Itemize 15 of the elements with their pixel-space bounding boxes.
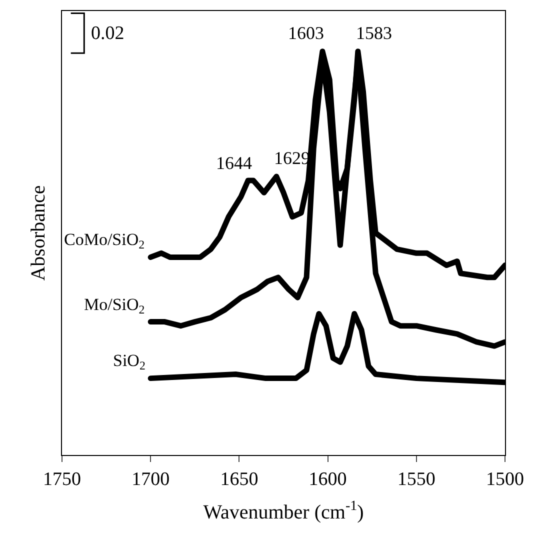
series-label: Mo/SiO$_{2}$	[84, 295, 145, 317]
series-label: CoMo/SiO$_{2}$	[64, 230, 145, 252]
x-tick-label: 1750	[43, 468, 81, 490]
x-tick-label: 1500	[486, 468, 524, 490]
x-axis-title: Wavenumber (cm$^{-1}$)	[203, 498, 364, 524]
annotation: 1583	[356, 23, 392, 43]
x-tick-label: 1550	[397, 468, 436, 490]
x-tick-label: 1700	[132, 468, 170, 490]
annotation: 1644	[216, 153, 252, 173]
y-axis-title: Absorbance	[28, 185, 50, 281]
text: 0.02	[91, 23, 124, 44]
series-label: SiO$_{2}$	[113, 351, 146, 373]
x-tick-label: 1600	[308, 468, 347, 490]
annotation: 1603	[288, 23, 324, 43]
x-tick-label: 1650	[220, 468, 258, 490]
